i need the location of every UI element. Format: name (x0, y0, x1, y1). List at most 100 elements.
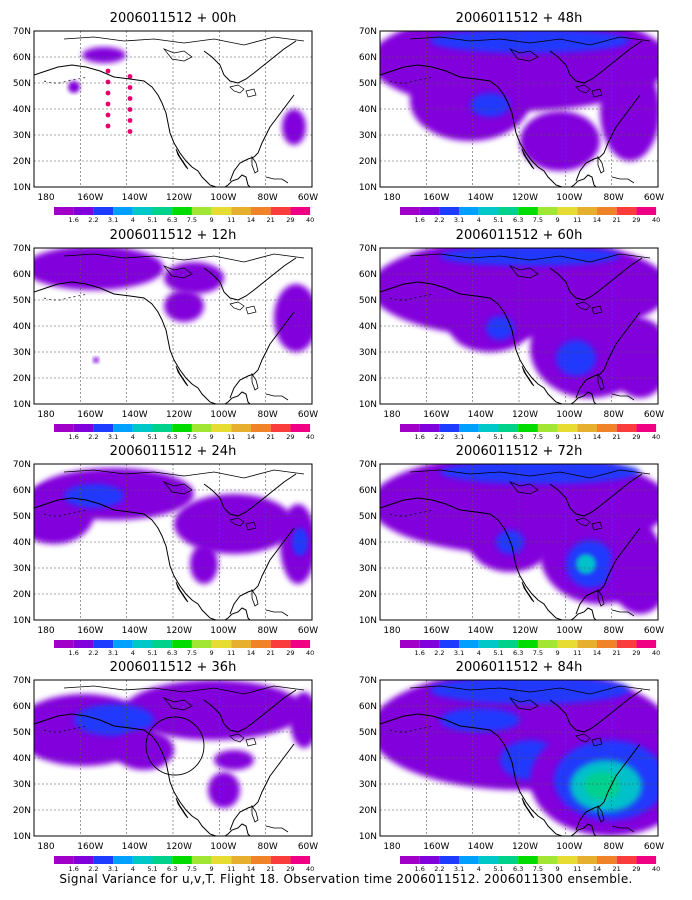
lon-label: 120W (166, 842, 192, 852)
colorbar-label: 11 (573, 216, 581, 224)
colorbar-swatch (419, 424, 440, 432)
colorbar-label: 7.5 (187, 216, 197, 224)
colorbar-label: 7.5 (533, 649, 543, 657)
colorbar-label: 3.1 (108, 216, 118, 224)
map-frame (33, 463, 313, 621)
map-frame (33, 30, 313, 188)
variance-region (34, 248, 164, 290)
panel-title: 2006011512 + 72h (456, 444, 583, 459)
map-frame (33, 247, 313, 405)
colorbar-swatch (172, 856, 192, 864)
lat-label: 40N (359, 105, 377, 115)
colorbar-label: 29 (632, 216, 640, 224)
observation-point (127, 107, 133, 112)
colorbar-label: 2.2 (88, 865, 98, 873)
colorbar-swatch (577, 207, 597, 215)
colorbar-swatch (113, 856, 133, 864)
colorbar-label: 11 (227, 649, 235, 657)
map-panel: 2006011512 + 36h 70N 60N 50N 40N 30N 20N 10N 180… (13, 660, 318, 873)
colorbar-swatch (270, 424, 291, 432)
colorbar-label: 21 (613, 649, 621, 657)
lon-label: 120W (512, 842, 538, 852)
lat-label: 10N (13, 832, 31, 842)
colorbar-label: 11 (573, 433, 581, 441)
colorbar-swatch (251, 640, 271, 648)
colorbar-swatch (132, 207, 153, 215)
colorbar-label: 6.3 (513, 649, 523, 657)
colorbar-label: 9 (210, 865, 214, 873)
colorbar-label: 2.2 (88, 649, 98, 657)
colorbar-swatch (191, 856, 212, 864)
colorbar-label: 4 (477, 433, 481, 441)
colorbar-swatch (54, 207, 74, 215)
colorbar-swatch (597, 640, 617, 648)
lat-label: 10N (13, 400, 31, 410)
variance-region (600, 61, 658, 161)
colorbar-label: 4 (131, 433, 135, 441)
colorbar-swatch (231, 856, 251, 864)
colorbar-swatch (93, 207, 114, 215)
lat-label: 50N (13, 79, 31, 89)
colorbar-label: 4 (477, 216, 481, 224)
lon-label: 140W (122, 626, 148, 636)
colorbar-swatch (478, 640, 499, 648)
colorbar-label: 3.1 (108, 649, 118, 657)
colorbar-swatch (459, 856, 479, 864)
lat-label: 70N (13, 460, 31, 470)
lat-label: 70N (359, 676, 377, 686)
colorbar-label: 7.5 (533, 216, 543, 224)
lat-label: 20N (359, 157, 377, 167)
colorbar-swatch (73, 424, 94, 432)
lon-label: 160W (77, 410, 103, 420)
colorbar-label: 7.5 (187, 865, 197, 873)
colorbar-label: 2.2 (434, 433, 444, 441)
colorbar-label: 6.3 (167, 649, 177, 657)
colorbar-swatch (290, 424, 311, 432)
colorbar-swatch (290, 856, 311, 864)
colorbar-swatch (251, 207, 271, 215)
lat-label: 40N (359, 754, 377, 764)
variance-region (164, 290, 204, 322)
variance-region (430, 31, 630, 53)
colorbar-label: 1.6 (69, 649, 79, 657)
colorbar-label: 29 (632, 865, 640, 873)
observation-point (105, 90, 111, 96)
colorbar-label: 5.1 (147, 433, 157, 441)
lon-label: 140W (468, 842, 494, 852)
colorbar-label: 5.1 (147, 649, 157, 657)
lat-label: 30N (13, 131, 31, 141)
variance-region (208, 772, 240, 808)
lon-label: 80W (257, 626, 277, 636)
lon-label: 120W (512, 410, 538, 420)
colorbar-swatch (251, 424, 271, 432)
lon-label: 60W (298, 410, 318, 420)
lat-label: 30N (13, 348, 31, 358)
colorbar-label: 6.3 (167, 216, 177, 224)
colorbar-swatch (191, 207, 212, 215)
colorbar-label: 5.1 (493, 649, 503, 657)
variance-region (440, 464, 640, 484)
lon-label: 180 (383, 842, 400, 852)
colorbar-swatch (93, 640, 114, 648)
variance-region (214, 750, 254, 770)
lat-label: 10N (13, 183, 31, 193)
colorbar-swatch (400, 856, 420, 864)
colorbar-swatch (270, 207, 291, 215)
colorbar-label: 6.3 (513, 865, 523, 873)
panel-title: 2006011512 + 24h (110, 444, 237, 459)
variance-region (440, 248, 620, 266)
colorbar-label: 40 (306, 865, 314, 873)
colorbar-swatch (172, 207, 192, 215)
lon-label: 80W (603, 842, 623, 852)
colorbar-swatch (400, 424, 420, 432)
map-panel: 2006011512 + 60h 70N 60N 50N 40N 30N 20N 10N 180… (359, 228, 664, 441)
colorbar-swatch (636, 856, 657, 864)
variance-region (82, 47, 126, 63)
map-panel: 2006011512 + 84h 70N 60N 50N 40N 30N 20N 10N 180… (359, 660, 664, 873)
lon-label: 100W (556, 626, 582, 636)
colorbar-label: 7.5 (187, 649, 197, 657)
lon-label: 160W (423, 842, 449, 852)
colorbar-swatch (577, 424, 597, 432)
lon-label: 60W (298, 842, 318, 852)
lat-label: 10N (359, 183, 377, 193)
